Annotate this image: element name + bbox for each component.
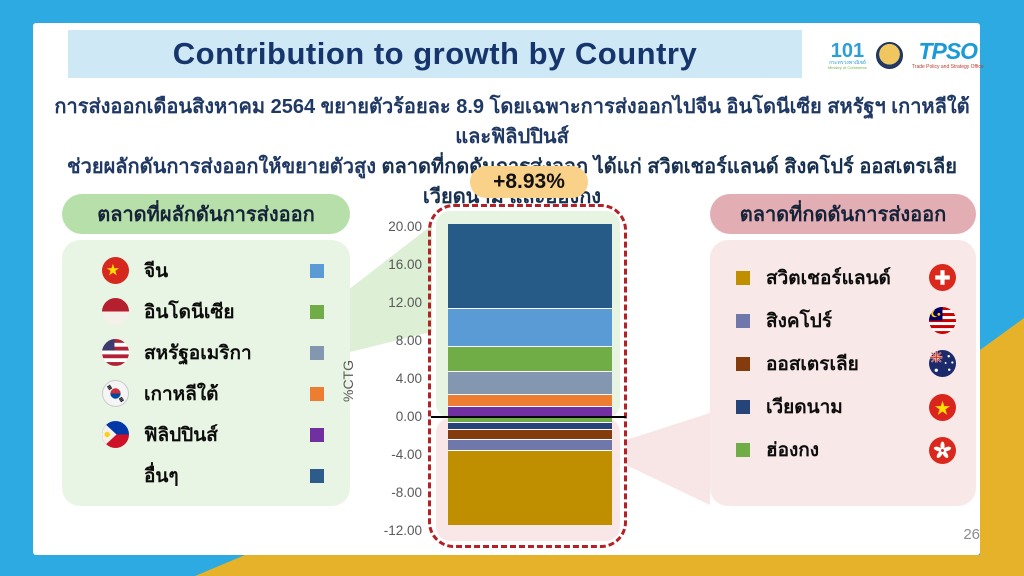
australia-flag-icon xyxy=(929,350,956,378)
moc-caption-en: Ministry of Commerce xyxy=(828,64,867,70)
country-label: เกาหลีใต้ xyxy=(144,383,219,405)
legend-color-swatch xyxy=(310,386,324,401)
y-axis-tick-label: 16.00 xyxy=(388,257,422,272)
stacked-bar xyxy=(448,224,612,526)
positive-panel-header: ตลาดที่ผลักดันการส่งออก xyxy=(62,194,350,234)
page-number: 26 xyxy=(963,526,980,543)
bar-segment-philippines xyxy=(448,405,612,417)
y-axis-tick-label: 0.00 xyxy=(395,409,422,424)
bar-segment-others xyxy=(448,224,612,308)
list-item-australia: ออสเตรเลีย xyxy=(710,344,976,384)
legend-color-swatch xyxy=(736,400,750,415)
y-axis-tick-label: 8.00 xyxy=(395,333,422,348)
list-item-philippines: ฟิลิปปินส์ xyxy=(62,415,350,455)
moc-101-logo: 101 กระทรวงพาณิชย์ Ministry of Commerce xyxy=(828,41,867,70)
y-axis-label: %CTG xyxy=(340,360,356,402)
logo-group: 101 กระทรวงพาณิชย์ Ministry of Commerce … xyxy=(828,28,988,82)
y-axis-tick-label: -4.00 xyxy=(391,447,422,462)
summary-line-1: การส่งออกเดือนสิงหาคม 2564 ขยายตัวร้อยละ… xyxy=(54,96,970,148)
list-item-indonesia: อินโดนีเซีย xyxy=(62,292,350,332)
legend-color-swatch xyxy=(736,270,750,285)
country-label: สวิตเชอร์แลนด์ xyxy=(766,267,891,289)
legend-color-swatch xyxy=(310,263,324,278)
ministry-seal-icon xyxy=(875,41,903,69)
y-axis-tick-label: 4.00 xyxy=(395,371,422,386)
legend-color-swatch xyxy=(310,468,324,483)
vietnam-flag-icon xyxy=(929,393,956,421)
country-label: อินโดนีเซีย xyxy=(144,301,235,323)
country-label: สิงคโปร์ xyxy=(766,310,833,332)
list-item-others: อื่นๆ xyxy=(62,456,350,496)
country-label: ฟิลิปปินส์ xyxy=(144,424,218,446)
y-axis-tick-label: 20.00 xyxy=(388,219,422,234)
bar-segment-singapore xyxy=(448,438,612,450)
page-title: Contribution to growth by Country xyxy=(172,36,698,71)
y-axis-tick-label: -12.00 xyxy=(383,523,422,538)
south-korea-flag-icon xyxy=(102,380,129,407)
bar-segment-switzerland xyxy=(448,449,612,526)
bar-segment-indonesia xyxy=(448,345,612,372)
summary-line-2-normal: ช่วยผลักดันการส่งออกให้ขยายตัวสูง xyxy=(67,156,382,178)
no-flag-spacer xyxy=(102,462,129,489)
positive-panel: จีน อินโดนีเซีย สหรัฐอเมริกา เกาหลีใต้ ฟ… xyxy=(62,240,350,506)
country-label: ฮ่องกง xyxy=(766,440,820,462)
negative-panel: สวิตเชอร์แลนด์ สิงคโปร์ ออสเตรเลีย เวียด… xyxy=(710,240,976,506)
bar-segment-united-states xyxy=(448,371,612,395)
legend-color-swatch xyxy=(310,304,324,319)
philippines-flag-icon xyxy=(102,421,129,448)
legend-color-swatch xyxy=(736,313,750,328)
china-flag-icon xyxy=(102,257,129,284)
bar-segment-australia xyxy=(448,429,612,439)
switzerland-flag-icon xyxy=(929,264,956,292)
zero-baseline xyxy=(431,416,626,418)
tpso-caption: Trade Policy and Strategy Office xyxy=(911,64,984,70)
list-item-usa: สหรัฐอเมริกา xyxy=(62,333,350,373)
list-item-vietnam: เวียดนาม xyxy=(710,387,976,427)
legend-color-swatch xyxy=(310,345,324,360)
y-axis-tick-label: -8.00 xyxy=(391,485,422,500)
list-item-china: จีน xyxy=(62,251,350,291)
list-item-hong-kong: ฮ่องกง xyxy=(710,430,976,470)
negative-panel-title: ตลาดที่กดดันการส่งออก xyxy=(739,204,947,226)
hong-kong-flag-icon xyxy=(929,436,956,464)
legend-color-swatch xyxy=(736,443,750,458)
tpso-acronym: TPSO xyxy=(918,38,978,64)
country-label: อื่นๆ xyxy=(144,465,179,487)
y-axis: 20.00 16.00 12.00 8.00 4.00 0.00 -4.00 -8.00 -12… xyxy=(358,0,422,576)
positive-panel-title: ตลาดที่ผลักดันการส่งออก xyxy=(97,204,315,226)
list-item-singapore: สิงคโปร์ xyxy=(710,301,976,341)
chart-dashed-outline xyxy=(428,204,627,548)
country-label: จีน xyxy=(144,260,169,282)
moc-101-number: 101 xyxy=(830,39,865,62)
indonesia-flag-icon xyxy=(102,298,129,325)
y-axis-tick-label: 12.00 xyxy=(388,295,422,310)
country-label: ออสเตรเลีย xyxy=(766,353,859,375)
singapore-flag-icon xyxy=(929,307,956,335)
country-label: สหรัฐอเมริกา xyxy=(144,342,252,364)
moc-caption-th: กระทรวงพาณิชย์ xyxy=(829,59,866,66)
list-item-south-korea: เกาหลีใต้ xyxy=(62,374,350,414)
bar-segment-south-korea xyxy=(448,394,612,406)
usa-flag-icon xyxy=(102,339,129,366)
tpso-logo: TPSO Trade Policy and Strategy Office xyxy=(912,40,984,70)
growth-badge: +8.93% xyxy=(470,166,588,198)
bar-segment-vietnam xyxy=(448,421,612,430)
legend-color-swatch xyxy=(736,356,750,371)
legend-color-swatch xyxy=(310,427,324,442)
negative-panel-header: ตลาดที่กดดันการส่งออก xyxy=(710,194,976,234)
title-banner: Contribution to growth by Country xyxy=(68,30,802,78)
bar-segment-china xyxy=(448,307,612,346)
country-label: เวียดนาม xyxy=(766,397,843,419)
list-item-switzerland: สวิตเชอร์แลนด์ xyxy=(710,258,976,298)
